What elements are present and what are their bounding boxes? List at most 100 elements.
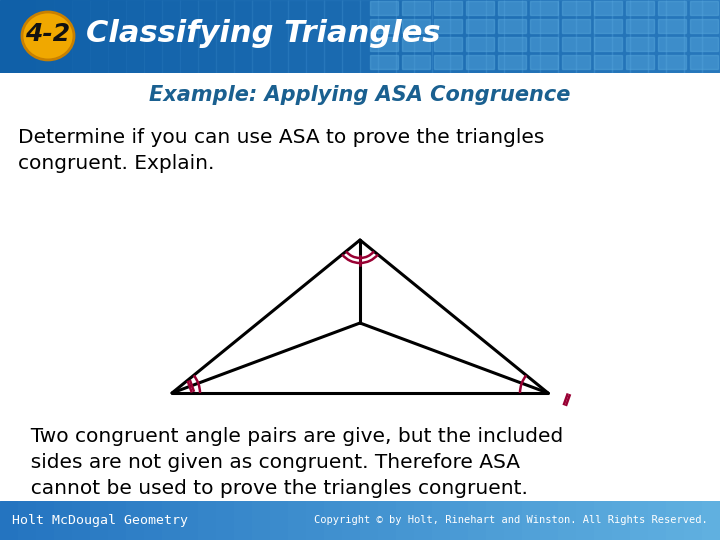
Bar — [702, 501, 720, 540]
Bar — [402, 19, 430, 33]
Bar — [180, 501, 198, 540]
Bar — [108, 501, 126, 540]
Bar — [414, 0, 432, 73]
Text: Classifying Triangles: Classifying Triangles — [86, 19, 441, 49]
Bar — [504, 501, 522, 540]
Bar — [498, 37, 526, 51]
Bar — [658, 55, 686, 69]
Bar — [530, 19, 558, 33]
Bar — [396, 0, 414, 73]
Bar — [216, 501, 234, 540]
Bar — [450, 501, 468, 540]
Bar — [234, 0, 252, 73]
Bar — [594, 19, 622, 33]
Text: Determine if you can use ASA to prove the triangles
congruent. Explain.: Determine if you can use ASA to prove th… — [18, 129, 544, 173]
Bar — [342, 501, 360, 540]
Bar — [396, 501, 414, 540]
Bar — [402, 55, 430, 69]
Bar — [562, 1, 590, 15]
Bar — [658, 1, 686, 15]
Bar — [434, 19, 462, 33]
Bar — [370, 37, 398, 51]
Bar — [562, 55, 590, 69]
Bar — [54, 501, 72, 540]
Bar — [370, 1, 398, 15]
Bar — [530, 1, 558, 15]
Ellipse shape — [22, 12, 74, 60]
Bar — [562, 37, 590, 51]
Bar — [626, 55, 654, 69]
Bar — [468, 501, 486, 540]
Bar — [576, 501, 594, 540]
Bar — [702, 0, 720, 73]
Text: Copyright © by Holt, Rinehart and Winston. All Rights Reserved.: Copyright © by Holt, Rinehart and Winsto… — [314, 515, 708, 525]
Bar — [626, 37, 654, 51]
Bar — [270, 0, 288, 73]
Bar — [540, 0, 558, 73]
Bar — [198, 501, 216, 540]
Bar — [252, 501, 270, 540]
Bar — [72, 501, 90, 540]
Bar — [144, 501, 162, 540]
Bar — [690, 37, 718, 51]
Bar — [234, 501, 252, 540]
Bar — [690, 55, 718, 69]
Bar — [72, 0, 90, 73]
Bar — [594, 55, 622, 69]
Bar — [90, 0, 108, 73]
Bar — [144, 0, 162, 73]
Bar — [540, 501, 558, 540]
Bar — [198, 0, 216, 73]
Bar — [450, 0, 468, 73]
Bar — [360, 501, 378, 540]
Bar — [648, 501, 666, 540]
Bar — [466, 55, 494, 69]
Bar — [324, 0, 342, 73]
Bar — [684, 0, 702, 73]
Bar — [402, 1, 430, 15]
Bar — [612, 0, 630, 73]
Bar — [522, 0, 540, 73]
Bar — [360, 0, 378, 73]
Bar — [648, 0, 666, 73]
Text: 4-2: 4-2 — [25, 22, 71, 46]
Bar — [126, 0, 144, 73]
Bar — [90, 501, 108, 540]
Bar — [468, 0, 486, 73]
Text: Two congruent angle pairs are give, but the included
  sides are not given as co: Two congruent angle pairs are give, but … — [18, 427, 563, 497]
Bar — [690, 1, 718, 15]
Bar — [690, 19, 718, 33]
Bar — [36, 0, 54, 73]
Bar — [594, 501, 612, 540]
Bar — [498, 55, 526, 69]
Bar — [0, 0, 18, 73]
Text: Holt McDougal Geometry: Holt McDougal Geometry — [12, 514, 188, 527]
Bar — [658, 19, 686, 33]
Bar — [18, 0, 36, 73]
Bar — [666, 0, 684, 73]
Bar — [626, 19, 654, 33]
Bar — [306, 0, 324, 73]
Bar — [378, 0, 396, 73]
Bar — [658, 37, 686, 51]
Bar — [434, 1, 462, 15]
Bar — [594, 37, 622, 51]
Bar — [162, 0, 180, 73]
Bar — [432, 0, 450, 73]
Bar — [342, 0, 360, 73]
Bar — [466, 37, 494, 51]
Bar — [434, 37, 462, 51]
Bar — [684, 501, 702, 540]
Bar — [576, 0, 594, 73]
Bar — [306, 501, 324, 540]
Bar — [594, 0, 612, 73]
Bar — [486, 501, 504, 540]
Bar — [612, 501, 630, 540]
Bar — [504, 0, 522, 73]
Bar — [466, 1, 494, 15]
Bar — [530, 37, 558, 51]
Bar — [630, 501, 648, 540]
Bar — [530, 55, 558, 69]
Bar — [288, 0, 306, 73]
Bar — [18, 501, 36, 540]
